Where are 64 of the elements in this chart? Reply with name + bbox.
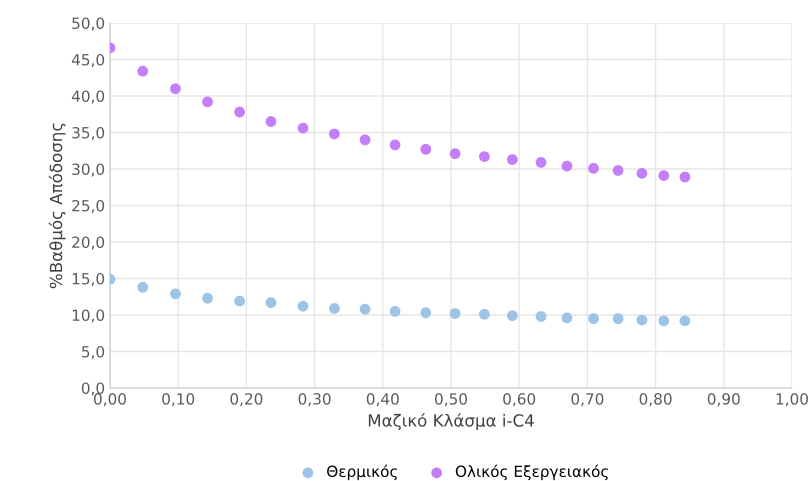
point <box>612 165 624 176</box>
point <box>170 288 181 300</box>
point <box>636 168 648 179</box>
legend-label: Ολικός Εξεργειακός <box>456 464 608 480</box>
legend-label: Θερμικός <box>327 464 397 480</box>
point <box>360 134 370 146</box>
point <box>507 154 518 165</box>
point <box>137 282 148 293</box>
point <box>562 160 572 172</box>
point <box>390 140 400 150</box>
point <box>479 151 490 162</box>
point <box>680 172 690 182</box>
point <box>329 128 340 140</box>
y-tick-label: 45,0 <box>72 54 104 68</box>
point <box>658 170 670 181</box>
y-tick-label: 25,0 <box>72 200 104 214</box>
point <box>234 296 245 307</box>
x-tick-label: 0,20 <box>230 393 262 406</box>
y-tick-label: 50,0 <box>72 17 104 31</box>
point <box>612 313 624 324</box>
point <box>450 308 460 319</box>
x-tick-label: 0,80 <box>640 393 672 406</box>
x-tick-label: 0,40 <box>366 393 399 406</box>
x-axis-title: Μαζικό Κλάσμα i-C4 <box>368 413 534 430</box>
y-tick-label: 15,0 <box>72 272 104 286</box>
y-tick-label: 5,0 <box>82 346 104 360</box>
y-tick-label: 40,0 <box>72 90 104 104</box>
point <box>298 300 308 312</box>
point <box>202 96 213 108</box>
x-tick-label: 0,30 <box>298 393 331 406</box>
point <box>137 66 148 77</box>
point <box>588 162 599 174</box>
x-tick-label: 1,00 <box>776 393 808 406</box>
point <box>450 148 460 160</box>
point <box>536 157 546 168</box>
point <box>234 106 245 118</box>
point <box>636 314 648 326</box>
point <box>360 304 370 315</box>
y-tick-label: 10,0 <box>72 309 104 323</box>
point <box>658 315 670 326</box>
x-tick-label: 0,60 <box>503 393 536 406</box>
point <box>479 308 490 320</box>
point <box>420 307 432 318</box>
point <box>562 312 572 324</box>
y-tick-label: 35,0 <box>72 126 104 140</box>
x-tick-label: 0,90 <box>708 393 740 406</box>
point <box>420 144 432 155</box>
point <box>536 311 546 322</box>
point <box>170 83 181 94</box>
y-axis-title: %Βαθμός Απόδοσης <box>48 124 66 288</box>
point <box>507 310 518 322</box>
point <box>329 303 340 314</box>
point <box>298 122 308 134</box>
x-tick-label: 0,50 <box>435 393 467 406</box>
point <box>266 116 276 127</box>
point <box>680 315 690 326</box>
x-tick-label: 0,70 <box>571 393 604 406</box>
point <box>202 292 213 304</box>
y-tick-label: 20,0 <box>72 236 104 250</box>
point <box>266 297 276 308</box>
point <box>390 306 400 317</box>
y-tick-label: 30,0 <box>72 163 104 177</box>
point <box>588 313 599 324</box>
x-tick-label: 0,10 <box>162 393 194 406</box>
